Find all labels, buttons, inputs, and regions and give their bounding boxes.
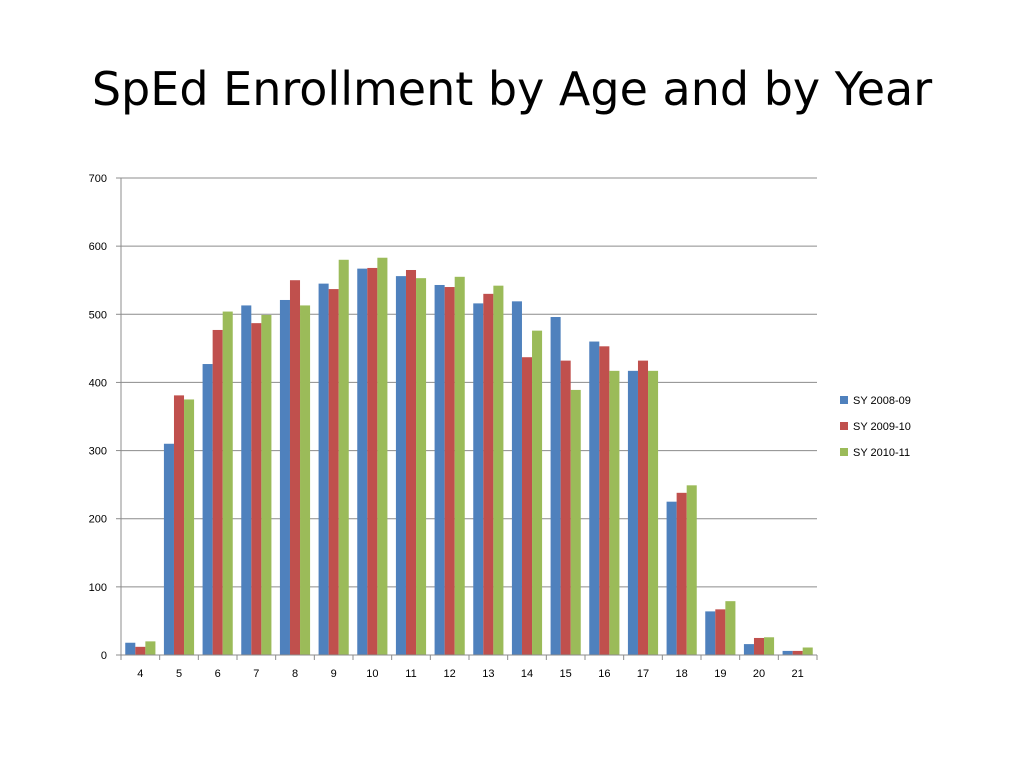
bar-1-9 xyxy=(318,283,329,655)
bar-3-13 xyxy=(493,285,504,655)
bar-3-11 xyxy=(416,278,427,655)
legend-swatch-2 xyxy=(840,422,848,430)
x-tick-label: 13 xyxy=(482,668,494,680)
legend-swatch-1 xyxy=(840,396,848,404)
y-tick-label: 100 xyxy=(89,582,107,594)
bar-2-9 xyxy=(328,289,339,655)
bar-3-21 xyxy=(802,647,813,655)
x-tick-label: 11 xyxy=(405,668,416,680)
bar-3-15 xyxy=(570,389,581,655)
x-tick-label: 6 xyxy=(215,668,221,680)
bar-3-20 xyxy=(764,637,775,655)
bar-2-8 xyxy=(289,280,301,655)
bar-2-21 xyxy=(792,650,803,655)
bar-2-17 xyxy=(637,360,649,655)
bar-1-20 xyxy=(743,644,754,655)
bar-2-6 xyxy=(212,329,223,655)
bars xyxy=(125,257,813,655)
bar-3-18 xyxy=(686,485,697,655)
x-tick-label: 5 xyxy=(176,668,182,680)
bar-2-13 xyxy=(483,293,494,655)
bar-3-4 xyxy=(145,641,156,655)
bar-3-8 xyxy=(300,305,311,655)
y-tick-label: 0 xyxy=(101,650,107,662)
x-axis-ticks: 4 5 6 7 8 9 10 11 12 13 14 15 16 17 18 19 20 21 xyxy=(120,655,818,680)
bar-2-18 xyxy=(676,492,687,655)
bar-1-13 xyxy=(473,303,484,655)
legend: SY 2008-09 SY 2009-10 SY 2010-11 xyxy=(840,395,911,459)
bar-3-7 xyxy=(261,314,272,655)
bar-3-19 xyxy=(725,601,736,655)
y-tick-label: 400 xyxy=(89,377,107,389)
bar-1-7 xyxy=(241,305,252,655)
bar-3-10 xyxy=(377,257,388,655)
y-tick-label: 500 xyxy=(89,309,107,321)
bar-1-17 xyxy=(627,370,638,655)
legend-label-3: SY 2010-11 xyxy=(853,447,910,459)
bar-1-11 xyxy=(395,276,406,655)
bar-1-5 xyxy=(163,443,174,655)
bar-1-8 xyxy=(279,299,290,655)
bar-1-18 xyxy=(666,501,677,655)
bar-2-10 xyxy=(367,267,378,655)
bar-3-16 xyxy=(609,370,620,655)
bar-3-17 xyxy=(648,370,659,655)
x-tick-label: 12 xyxy=(444,668,456,680)
bar-3-12 xyxy=(454,276,465,655)
bar-1-15 xyxy=(550,317,561,655)
bar-1-14 xyxy=(511,301,522,655)
legend-label-1: SY 2008-09 xyxy=(853,395,911,407)
bar-2-11 xyxy=(405,269,417,655)
bar-2-12 xyxy=(444,287,455,655)
gridlines xyxy=(121,177,817,588)
bar-2-15 xyxy=(560,360,571,655)
x-tick-label: 9 xyxy=(331,668,337,680)
bar-1-4 xyxy=(125,642,136,655)
bar-2-16 xyxy=(599,346,610,655)
bar-2-5 xyxy=(173,395,185,655)
bar-2-19 xyxy=(715,609,726,655)
y-axis-ticks: 0 100 200 300 400 500 600 700 xyxy=(89,173,121,662)
y-tick-label: 600 xyxy=(89,241,107,253)
bar-3-14 xyxy=(532,330,543,655)
bar-1-12 xyxy=(434,284,445,655)
slide-title: SpEd Enrollment by Age and by Year xyxy=(91,62,933,116)
y-tick-label: 200 xyxy=(89,514,107,526)
x-tick-label: 21 xyxy=(792,668,804,680)
x-tick-label: 15 xyxy=(560,668,572,680)
bar-2-20 xyxy=(753,637,765,655)
legend-swatch-3 xyxy=(840,448,848,456)
legend-label-2: SY 2009-10 xyxy=(853,421,911,433)
x-tick-label: 18 xyxy=(676,668,688,680)
bar-2-14 xyxy=(521,357,533,655)
bar-3-9 xyxy=(338,259,349,655)
x-tick-label: 10 xyxy=(366,668,378,680)
bar-1-16 xyxy=(589,341,600,655)
x-tick-label: 8 xyxy=(292,668,298,680)
x-tick-label: 19 xyxy=(714,668,726,680)
x-tick-label: 14 xyxy=(521,668,533,680)
bar-1-19 xyxy=(705,611,716,655)
x-tick-label: 4 xyxy=(137,668,143,680)
bar-1-6 xyxy=(202,364,213,655)
x-tick-label: 16 xyxy=(598,668,610,680)
bar-3-6 xyxy=(222,311,233,655)
y-tick-label: 300 xyxy=(89,446,107,458)
bar-2-7 xyxy=(251,323,262,655)
x-tick-label: 7 xyxy=(253,668,259,680)
bar-1-21 xyxy=(782,650,793,655)
bar-1-10 xyxy=(357,268,368,655)
x-tick-label: 17 xyxy=(637,668,649,680)
bar-3-5 xyxy=(184,399,195,655)
x-tick-label: 20 xyxy=(753,668,765,680)
bar-2-4 xyxy=(135,646,146,655)
y-tick-label: 700 xyxy=(89,173,107,185)
